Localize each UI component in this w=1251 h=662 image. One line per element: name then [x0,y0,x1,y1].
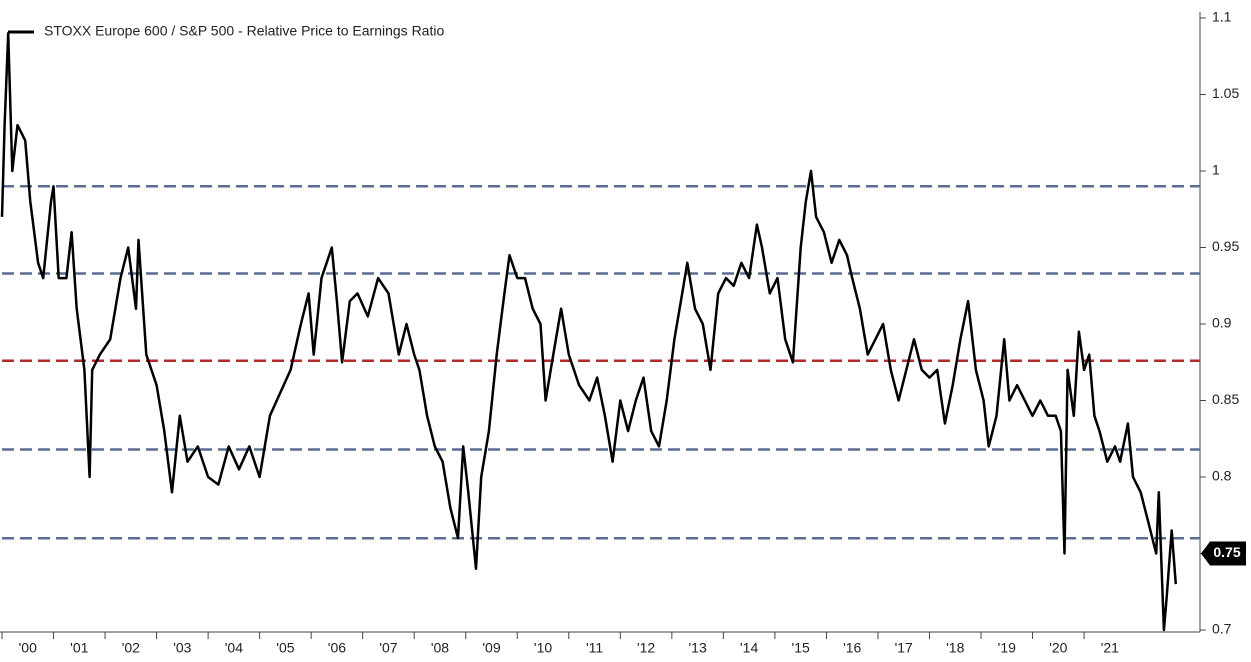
last-value-label: 0.75 [1213,544,1240,560]
x-tick-label: '18 [946,640,964,656]
y-tick-label: 0.8 [1212,468,1232,484]
x-tick-label: '12 [637,640,655,656]
x-tick-label: '19 [998,640,1016,656]
legend-label: STOXX Europe 600 / S&P 500 - Relative Pr… [44,23,444,39]
x-tick-label: '14 [740,640,758,656]
x-tick-label: '09 [482,640,500,656]
x-tick-label: '08 [431,640,449,656]
x-tick-label: '07 [379,640,397,656]
x-tick-label: '11 [586,640,603,656]
x-tick-label: '02 [122,640,140,656]
x-tick-label: '16 [843,640,861,656]
y-tick-label: 0.95 [1212,238,1239,254]
x-tick-label: '17 [895,640,913,656]
x-tick-label: '03 [173,640,191,656]
y-tick-label: 0.7 [1212,621,1232,637]
x-tick-label: '00 [19,640,37,656]
y-tick-label: 1.05 [1212,85,1239,101]
y-tick-label: 1.1 [1212,9,1232,25]
x-tick-label: '06 [328,640,346,656]
y-tick-label: 0.85 [1212,391,1239,407]
x-tick-label: '13 [688,640,706,656]
x-tick-label: '20 [1049,640,1067,656]
x-tick-label: '04 [225,640,243,656]
x-tick-label: '05 [276,640,294,656]
last-value-box [1201,541,1246,566]
x-tick-label: '01 [70,640,88,656]
line-series [0,32,1178,632]
y-tick-label: 1 [1212,162,1220,178]
y-tick-label: 0.9 [1212,315,1232,331]
x-tick-label: '10 [534,640,552,656]
x-tick-label: '21 [1101,640,1119,656]
x-tick-label: '15 [792,640,810,656]
